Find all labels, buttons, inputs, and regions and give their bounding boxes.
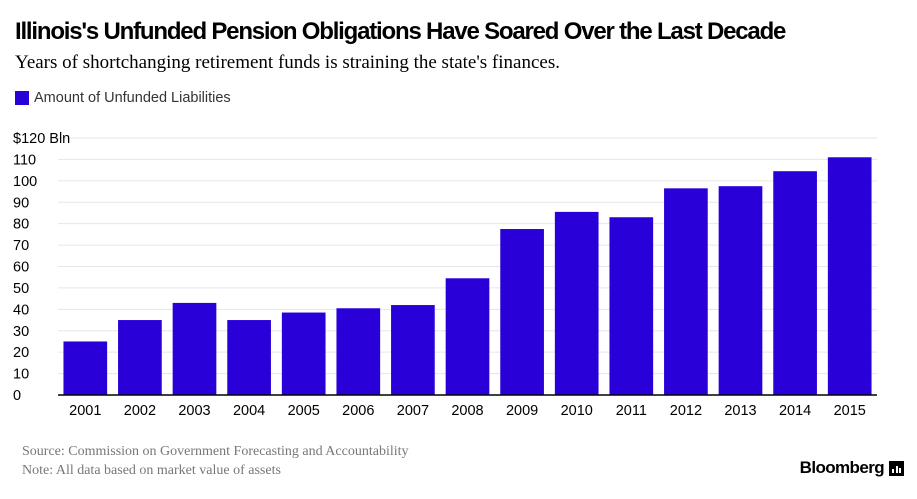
x-tick-label: 2007 — [397, 403, 429, 419]
y-tick-label: 20 — [13, 345, 29, 361]
y-tick-label: 0 — [13, 388, 21, 404]
x-tick-label: 2004 — [233, 403, 265, 419]
y-axis-labels: 0 10 20 30 40 50 60 70 80 90 100 110 $120 Bln — [13, 131, 70, 404]
footer: Source: Commission on Government Forecas… — [22, 442, 409, 480]
bar-2004 — [227, 320, 271, 395]
bar-2010 — [554, 211, 599, 395]
bar-2002 — [118, 320, 162, 395]
x-tick-label: 2005 — [288, 403, 320, 419]
bar-2005 — [281, 312, 326, 395]
y-tick-label: 70 — [13, 238, 29, 254]
y-tick-label: 30 — [13, 324, 29, 340]
x-tick-label: 2012 — [670, 403, 702, 419]
x-tick-label: 2015 — [834, 403, 866, 419]
y-tick-label: 10 — [13, 367, 29, 383]
brand-name: Bloomberg — [799, 458, 885, 477]
chart-subtitle: Years of shortchanging retirement funds … — [15, 52, 560, 73]
bar-2013 — [718, 186, 763, 395]
chart-title: Illinois's Unfunded Pension Obligations … — [15, 18, 786, 45]
x-tick-label: 2001 — [69, 403, 101, 419]
bar-2011 — [609, 217, 654, 395]
bloomberg-logo: Bloomberg — [800, 458, 904, 478]
y-tick-label: 60 — [13, 260, 29, 276]
bar-2001 — [63, 341, 108, 395]
y-tick-label: 40 — [13, 302, 29, 318]
bar-2003 — [172, 302, 217, 395]
y-tick-label: 110 — [13, 152, 36, 168]
x-tick-label: 2008 — [451, 403, 483, 419]
y-tick-label: 90 — [13, 195, 29, 211]
legend-label: Amount of Unfunded Liabilities — [34, 90, 231, 106]
x-tick-label: 2010 — [561, 403, 593, 419]
bar-2014 — [773, 171, 817, 395]
legend: Amount of Unfunded Liabilities — [15, 90, 231, 106]
data-note: Note: All data based on market value of … — [22, 463, 281, 478]
bar-2006 — [336, 308, 381, 395]
bars — [63, 157, 872, 395]
y-tick-label: $120 Bln — [13, 131, 70, 147]
bar-2007 — [391, 305, 435, 395]
y-tick-label: 80 — [13, 217, 29, 233]
x-tick-label: 2013 — [724, 403, 756, 419]
bar-2009 — [500, 229, 544, 395]
bar-2015 — [827, 157, 872, 395]
y-tick-label: 100 — [13, 174, 37, 190]
bloomberg-bars-icon — [889, 460, 904, 476]
x-tick-label: 2003 — [178, 403, 210, 419]
x-tick-label: 2014 — [779, 403, 811, 419]
x-tick-label: 2009 — [506, 403, 538, 419]
source-note: Source: Commission on Government Forecas… — [22, 444, 409, 459]
x-tick-label: 2002 — [124, 403, 156, 419]
x-tick-label: 2006 — [342, 403, 374, 419]
bar-2012 — [664, 188, 708, 395]
legend-swatch — [15, 91, 29, 105]
x-axis-labels: 2001 2002 2003 2004 2005 2006 2007 2008 2009 2010… — [58, 394, 877, 419]
bar-2008 — [445, 278, 490, 395]
y-tick-label: 50 — [13, 281, 29, 297]
x-tick-label: 2011 — [616, 403, 647, 419]
